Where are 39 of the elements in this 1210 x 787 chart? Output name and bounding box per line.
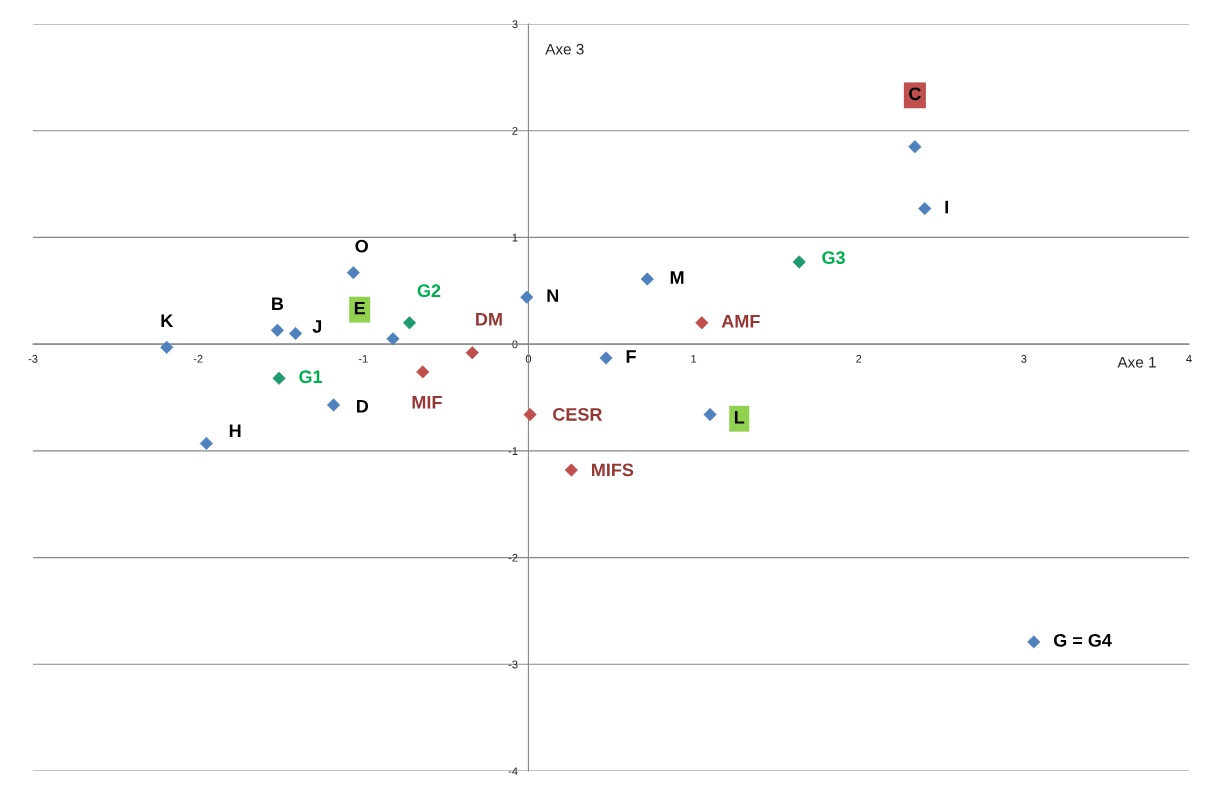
data-label: C: [909, 87, 921, 101]
data-label: G = G4: [1053, 633, 1112, 647]
y-tick-label: 2: [512, 126, 518, 135]
y-tick-label: 0: [512, 340, 518, 349]
y-axis-title: Axe 3: [545, 43, 584, 55]
x-tick-label: -1: [358, 354, 368, 363]
data-label: I: [945, 200, 949, 214]
y-tick-label: -3: [508, 660, 518, 669]
x-tick-label: 3: [1021, 354, 1027, 363]
y-tick-label: 1: [512, 233, 518, 242]
data-label: G1: [299, 370, 323, 384]
data-label: MIFS: [592, 463, 634, 477]
data-label: G2: [417, 284, 441, 298]
data-label: N: [547, 289, 559, 302]
data-label: H: [229, 424, 241, 437]
data-label: K: [161, 314, 174, 328]
data-label: MIF: [412, 396, 442, 409]
data-label: J: [312, 320, 322, 333]
data-label: DM: [476, 312, 502, 326]
x-tick-label: 4: [1186, 354, 1192, 363]
data-label: D: [356, 400, 369, 413]
x-tick-label: 1: [691, 354, 697, 363]
y-tick-label: -2: [508, 553, 518, 562]
data-label: M: [670, 271, 684, 284]
x-tick-label: -2: [193, 354, 203, 363]
data-label: L: [734, 410, 745, 424]
data-label: F: [626, 350, 636, 363]
x-axis-title: Axe 1: [1117, 356, 1156, 368]
data-label: G3: [822, 251, 845, 265]
x-tick-label: -3: [28, 354, 38, 363]
data-label: AMF: [721, 315, 760, 328]
data-label: E: [354, 301, 365, 315]
y-tick-label: 3: [512, 20, 518, 29]
x-tick-label: 2: [856, 354, 862, 363]
y-tick-label: -4: [508, 767, 518, 776]
data-label: CESR: [553, 408, 603, 421]
data-label: B: [272, 297, 284, 310]
y-tick-label: -1: [508, 447, 518, 455]
data-label: O: [355, 239, 368, 253]
